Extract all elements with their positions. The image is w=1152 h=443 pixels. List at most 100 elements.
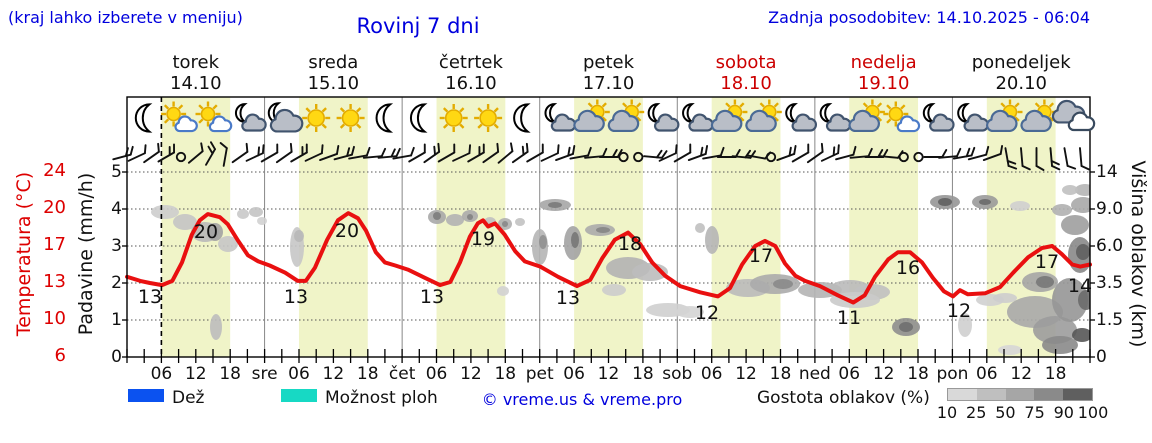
moon-icon bbox=[375, 103, 394, 133]
weather-icon-sun-cloud-gray bbox=[986, 99, 1023, 133]
weather-icon-sun-cloud-gray bbox=[607, 99, 645, 133]
moon-icon bbox=[647, 103, 661, 123]
weather-icon-clouds bbox=[1051, 99, 1096, 132]
x-tick-day-abbr: ned bbox=[798, 364, 831, 384]
wind-barb-icon bbox=[923, 149, 948, 158]
x-tick-hour: 12 bbox=[1010, 364, 1033, 384]
weather-icon-moon-cloud bbox=[785, 103, 817, 132]
day-header-nedelja: nedelja 19.10 bbox=[814, 52, 954, 94]
temp-value-label: 12 bbox=[694, 302, 720, 324]
day-name: sobota bbox=[715, 52, 777, 73]
temp-value-label: 20 bbox=[334, 220, 360, 242]
wind-barb-icon bbox=[1049, 147, 1061, 171]
wind-barb-icon bbox=[245, 144, 265, 162]
wind-barb-icon bbox=[791, 143, 810, 163]
day-date: 15.10 bbox=[307, 73, 360, 94]
rain-tick-3: 3 bbox=[111, 236, 122, 256]
wind-barb-icon bbox=[452, 144, 472, 162]
page-title: Rovinj 7 dni bbox=[356, 14, 480, 38]
location-hint: (kraj lahko izberete v meniju) bbox=[8, 8, 243, 27]
temp-value-label: 20 bbox=[193, 221, 219, 243]
weather-icon-sun bbox=[336, 104, 365, 132]
temp-value-label: 11 bbox=[836, 307, 862, 329]
moon-icon bbox=[785, 103, 798, 123]
wind-barb-icon bbox=[187, 142, 204, 164]
day-name: nedelja bbox=[850, 52, 917, 73]
wind-barb-icon bbox=[687, 145, 709, 162]
temp-value-label: 12 bbox=[946, 300, 972, 322]
temp-tick-20: 20 bbox=[43, 197, 66, 218]
wind-barb-icon bbox=[806, 142, 824, 164]
day-header-petek: petek 17.10 bbox=[539, 52, 679, 94]
wind-barb-icon bbox=[319, 145, 340, 162]
temp-tick-17: 17 bbox=[43, 234, 66, 255]
day-date: 20.10 bbox=[995, 73, 1047, 94]
temp-value-label: 17 bbox=[748, 245, 774, 267]
moon-icon bbox=[234, 103, 248, 123]
wind-barb-icon bbox=[526, 143, 544, 163]
weather-icon-moon-cloud bbox=[544, 103, 577, 132]
gradient-segment bbox=[976, 389, 1006, 400]
wind-barb-icon bbox=[482, 142, 500, 164]
x-tick-day-abbr: pon bbox=[936, 364, 969, 384]
day-header-torek: torek 14.10 bbox=[126, 52, 266, 94]
gradient-tick-100: 100 bbox=[1077, 403, 1109, 422]
temp-tick-24: 24 bbox=[43, 160, 66, 181]
wind-barb-icon bbox=[497, 142, 514, 164]
gradient-tick-50: 50 bbox=[995, 403, 1016, 422]
gradient-tick-25: 25 bbox=[966, 403, 987, 422]
day-header-četrtek: četrtek 16.10 bbox=[401, 52, 541, 94]
weather-icon-sun bbox=[439, 104, 468, 132]
rain-tick-4: 4 bbox=[111, 199, 122, 219]
weather-icon-sun-cloud-gray bbox=[745, 99, 782, 133]
day-name: sreda bbox=[308, 52, 359, 73]
sun-icon bbox=[439, 104, 468, 132]
gradient-segment bbox=[948, 389, 977, 400]
x-tick-hour: 06 bbox=[700, 364, 723, 384]
wind-barb-icon bbox=[333, 145, 355, 161]
x-tick-hour: 18 bbox=[494, 364, 517, 384]
temp-value-label: 13 bbox=[419, 286, 445, 308]
wind-barb-icon bbox=[392, 146, 415, 160]
wind-barb-icon bbox=[702, 146, 725, 160]
x-tick-hour: 12 bbox=[460, 364, 482, 384]
rain-tick-0: 0 bbox=[111, 347, 122, 367]
copyright-link[interactable]: © vreme.us & vreme.pro bbox=[481, 390, 683, 409]
x-tick-hour: 18 bbox=[356, 364, 379, 384]
sun-icon bbox=[474, 104, 503, 132]
temp-tick-13: 13 bbox=[43, 271, 66, 292]
weather-icon-sun-cloud-gray bbox=[710, 99, 748, 133]
x-tick-day-abbr: čet bbox=[388, 364, 416, 384]
wind-barb-icon bbox=[776, 145, 797, 162]
day-header-ponedeljek: ponedeljek 20.10 bbox=[951, 52, 1091, 94]
moon-icon bbox=[682, 103, 695, 123]
daylight-band bbox=[436, 97, 506, 357]
x-tick-day-abbr: sob bbox=[662, 364, 693, 384]
weather-icon-moon-cloud bbox=[234, 103, 267, 132]
day-name: četrtek bbox=[438, 52, 503, 73]
wind-barb-icon bbox=[658, 144, 678, 162]
weather-icon-sun-cloud-gray bbox=[573, 99, 610, 133]
wind-barb-icon bbox=[157, 143, 175, 163]
weather-icon-moon-cloud bbox=[682, 103, 714, 132]
weather-icon-moon-cloud bbox=[647, 103, 680, 132]
rain-tick-1: 1 bbox=[111, 310, 122, 330]
cloud-tick-1.5: 1.5 bbox=[1096, 310, 1124, 330]
cloud-tick-0: 0 bbox=[1096, 347, 1107, 367]
day-name: ponedeljek bbox=[971, 52, 1071, 73]
weather-icon-sun-cloud-white bbox=[161, 101, 198, 133]
day-name: petek bbox=[582, 52, 635, 73]
wind-barb-icon bbox=[1004, 147, 1018, 170]
wind-barb-icon bbox=[938, 147, 962, 159]
weather-icon-moon-cloud bbox=[957, 103, 989, 132]
calm-wind-icon bbox=[913, 151, 924, 163]
x-tick-hour: 18 bbox=[1044, 364, 1067, 384]
wind-barb-icon bbox=[205, 141, 216, 166]
x-tick-hour: 18 bbox=[769, 364, 792, 384]
wind-barb-icon bbox=[219, 142, 228, 167]
wind-barb-icon bbox=[982, 145, 1004, 162]
wind-barb-icon bbox=[408, 143, 426, 163]
weather-icon-sun-cloud-gray bbox=[848, 99, 885, 133]
sun-icon bbox=[883, 101, 909, 127]
